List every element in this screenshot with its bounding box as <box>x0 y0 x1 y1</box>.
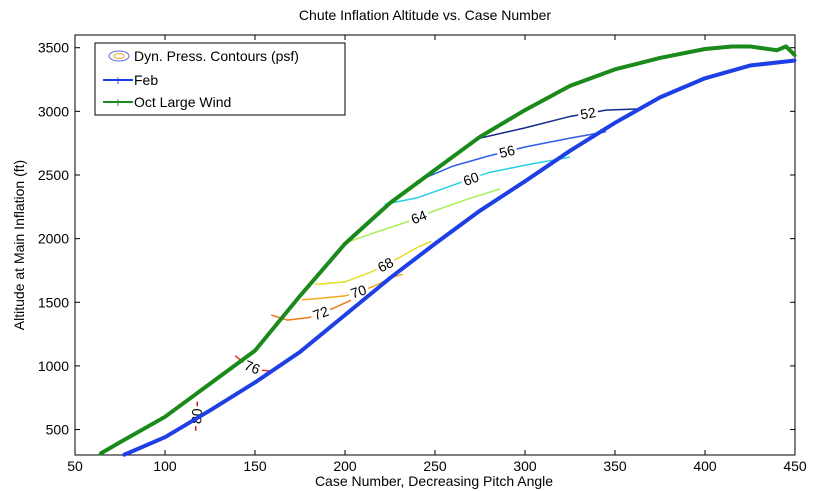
y-tick-label: 3000 <box>38 103 69 119</box>
x-tick-label: 450 <box>783 458 807 474</box>
data-point-oct-large-wind <box>748 44 752 48</box>
contour-label-68: 68 <box>375 254 396 275</box>
contour-label-bg <box>240 356 265 379</box>
data-point-oct-large-wind <box>775 48 779 52</box>
data-point-oct-large-wind <box>784 44 788 48</box>
data-point-feb <box>568 149 572 153</box>
contour-label-bg <box>372 253 399 277</box>
data-point-feb <box>613 121 617 125</box>
legend-feb-marker: + <box>113 74 122 87</box>
y-tick-label: 500 <box>46 422 70 438</box>
data-point-oct-large-wind <box>613 67 617 71</box>
y-tick-label: 2000 <box>38 231 69 247</box>
data-point-oct-large-wind <box>658 56 662 60</box>
x-tick-label: 50 <box>67 458 83 474</box>
data-point-oct-large-wind <box>163 415 167 419</box>
x-tick-label: 300 <box>513 458 537 474</box>
x-tick-label: 150 <box>243 458 267 474</box>
y-axis-label: Altitude at Main Inflation (ft) <box>11 160 27 330</box>
data-point-feb <box>433 242 437 246</box>
series-line-feb <box>122 58 796 457</box>
legend-contours: Dyn. Press. Contours (psf) <box>134 48 299 64</box>
data-point-feb <box>122 453 126 457</box>
contour-label-bg <box>458 167 484 190</box>
data-point-oct-large-wind <box>208 382 212 386</box>
data-point-oct-large-wind <box>298 294 302 298</box>
data-point-feb <box>478 209 482 213</box>
x-tick-label: 350 <box>603 458 627 474</box>
data-point-oct-large-wind <box>343 242 347 246</box>
contour-label-52: 52 <box>579 104 597 123</box>
contour-label-64: 64 <box>409 207 430 228</box>
x-tick-label: 400 <box>693 458 717 474</box>
contour-label-bg <box>308 302 333 325</box>
data-point-oct-large-wind <box>703 47 707 51</box>
x-axis-label: Case Number, Decreasing Pitch Angle <box>315 473 553 489</box>
contour-label-70: 70 <box>349 281 369 301</box>
contour-label-bg <box>495 141 519 162</box>
legend-contour-icon-inner <box>113 53 125 59</box>
contour-label-bg <box>576 103 600 123</box>
data-point-feb <box>298 350 302 354</box>
data-point-feb <box>388 276 392 280</box>
data-point-feb <box>208 408 212 412</box>
y-tick-label: 2500 <box>38 167 69 183</box>
legend: Dyn. Press. Contours (psf) + Feb + Oct L… <box>94 42 346 116</box>
legend-oct-large-wind: Oct Large Wind <box>134 94 231 110</box>
data-point-feb <box>343 313 347 317</box>
contour-line-52 <box>479 108 643 139</box>
data-point-oct-large-wind <box>478 135 482 139</box>
legend-oct-marker: + <box>113 96 122 109</box>
data-point-feb <box>523 179 527 183</box>
series-layer <box>98 44 797 457</box>
legend-feb: Feb <box>134 72 158 88</box>
contour-label-56: 56 <box>498 142 517 161</box>
data-point-feb <box>793 58 797 62</box>
data-point-oct-large-wind <box>793 53 797 57</box>
data-point-oct-large-wind <box>388 201 392 205</box>
data-point-oct-large-wind <box>433 168 437 172</box>
contour-label-76: 76 <box>242 357 263 378</box>
y-tick-label: 3500 <box>38 40 69 56</box>
legend-contour-icon <box>108 50 130 62</box>
x-tick-label: 100 <box>153 458 177 474</box>
data-point-feb <box>658 95 662 99</box>
series-line-oct-large-wind <box>99 44 797 456</box>
x-tick-label: 200 <box>333 458 357 474</box>
y-tick-label: 1500 <box>38 294 69 310</box>
data-point-oct-large-wind <box>568 84 572 88</box>
data-point-oct-large-wind <box>118 440 122 444</box>
data-point-feb <box>703 76 707 80</box>
data-point-feb <box>253 380 257 384</box>
data-point-feb <box>163 435 167 439</box>
contour-label-72: 72 <box>311 303 331 324</box>
contour-label-60: 60 <box>461 169 481 189</box>
data-point-oct-large-wind <box>523 108 527 112</box>
contour-label-bg <box>406 205 432 229</box>
x-tick-label: 250 <box>423 458 447 474</box>
data-point-feb <box>748 64 752 68</box>
data-point-oct-large-wind <box>253 349 257 353</box>
data-point-oct-large-wind <box>98 452 102 456</box>
legend-box <box>94 42 346 116</box>
data-point-oct-large-wind <box>730 44 734 48</box>
chart-title: Chute Inflation Altitude vs. Case Number <box>299 7 551 23</box>
axis-ticks: 50 100 150 200 250 300 350 400 450 500 1000 1500 200… <box>38 35 807 474</box>
y-tick-label: 1000 <box>38 358 69 374</box>
